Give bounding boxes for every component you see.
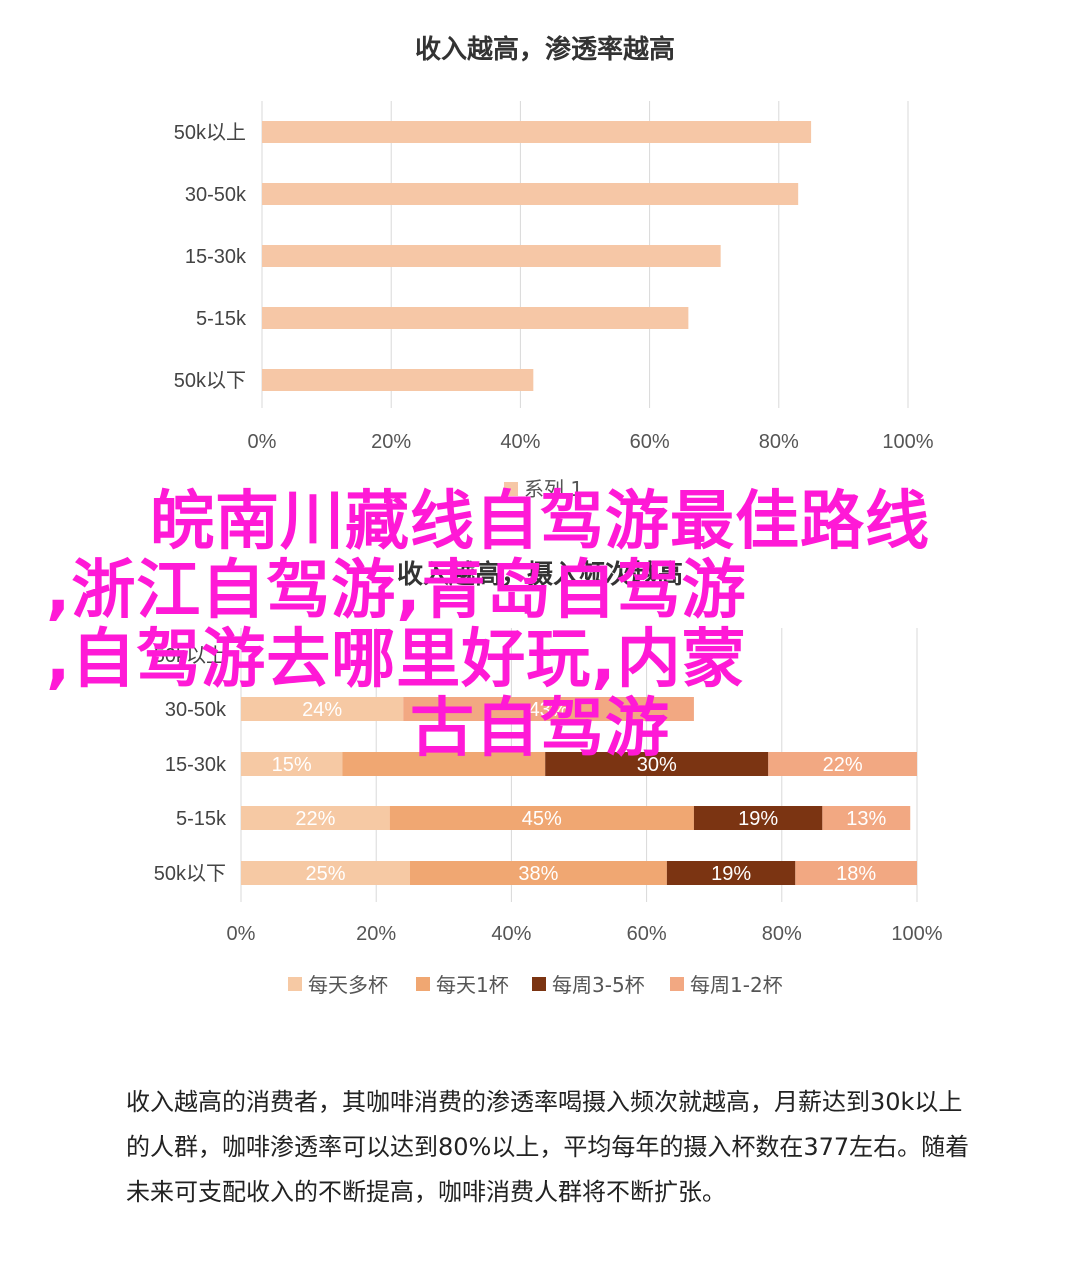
data-label: 30%	[637, 754, 677, 776]
bar-segment	[241, 806, 390, 830]
category-label: 50k以下	[154, 863, 226, 885]
legend-label: 每天1杯	[436, 973, 509, 997]
x-tick-labels: 0% 20% 40% 60% 80% 100%	[248, 431, 934, 453]
category-label: 50k以上	[174, 121, 246, 144]
bar-segment	[693, 806, 823, 830]
x-tick-label: 0%	[248, 431, 277, 453]
category-labels: 50k以上 30-50k 15-30k 5-15k 50k以下	[154, 644, 227, 885]
legend-label: 每周3-5杯	[552, 973, 645, 997]
x-tick-label: 20%	[371, 431, 411, 453]
category-label: 30-50k	[185, 184, 247, 206]
x-tick-label: 40%	[491, 923, 531, 945]
x-tick-labels: 0% 20% 40% 60% 80% 100%	[227, 923, 943, 945]
x-tick-label: 80%	[762, 923, 802, 945]
chart-title: 收入越高，渗透率越高	[415, 34, 675, 65]
legend-swatch	[504, 482, 518, 496]
bar-segment	[768, 752, 917, 776]
legend-label: 系列 1	[524, 477, 583, 501]
data-label: 43%	[529, 699, 569, 721]
legend-swatch	[670, 977, 684, 991]
data-label: 38%	[518, 863, 558, 885]
data-label: 24%	[302, 699, 342, 721]
legend-label: 每天多杯	[308, 973, 388, 997]
chart-penetration: 收入越高，渗透率越高 50k以上 30-50k 15-30k 5-15k 50k以下 0…	[174, 34, 934, 501]
bar-segment	[410, 861, 667, 885]
bar-segment	[241, 697, 404, 721]
legend: 每天多杯 每天1杯 每周3-5杯 每周1-2杯	[288, 973, 783, 997]
category-label: 15-30k	[165, 754, 227, 776]
data-label: 45%	[522, 808, 562, 830]
article-paragraph: 收入越高的消费者，其咖啡消费的渗透率喝摄入频次就越高，月薪达到30k以上的人群，…	[126, 1088, 970, 1206]
x-tick-label: 80%	[759, 431, 799, 453]
category-label: 30-50k	[165, 699, 227, 721]
bar	[262, 121, 812, 143]
data-label: 13%	[846, 808, 886, 830]
legend-swatch	[416, 977, 430, 991]
bar-segment	[403, 697, 694, 721]
data-label: 22%	[295, 808, 335, 830]
stacked-bars: 24% 43% 15% 30% 22% 22% 45% 19% 13% 25% 38% 19% 18%	[241, 697, 917, 885]
bar	[262, 245, 721, 267]
data-label: 25%	[305, 863, 345, 885]
legend-swatch	[532, 977, 546, 991]
data-label: 19%	[711, 863, 751, 885]
category-label: 50k以下	[174, 370, 246, 392]
legend-label: 每周1-2杯	[690, 973, 783, 997]
category-label: 5-15k	[196, 308, 247, 330]
data-label: 22%	[823, 754, 863, 776]
bar-segment	[241, 752, 343, 776]
bar-segment	[241, 861, 410, 885]
bar-segment	[545, 752, 769, 776]
chart-frequency: 收入越高，摄入频次越高 24% 43%15% 30% 22%22% 45% 19% 13%2…	[154, 559, 943, 997]
bar	[262, 183, 799, 205]
bar	[262, 369, 534, 391]
category-label: 15-30k	[185, 246, 247, 268]
x-tick-label: 60%	[627, 923, 667, 945]
x-tick-label: 100%	[882, 431, 933, 453]
category-labels: 50k以上 30-50k 15-30k 5-15k 50k以下	[174, 121, 247, 392]
bar	[262, 307, 689, 329]
data-label: 18%	[836, 863, 876, 885]
data-label: 19%	[738, 808, 778, 830]
category-label: 50k以上	[154, 644, 226, 667]
bar-segment	[822, 806, 911, 830]
data-label: 15%	[272, 754, 312, 776]
x-tick-label: 40%	[500, 431, 540, 453]
bar-segment	[666, 861, 796, 885]
legend-swatch	[288, 977, 302, 991]
x-tick-label: 0%	[227, 923, 256, 945]
legend: 系列 1	[504, 477, 583, 501]
category-label: 5-15k	[176, 808, 227, 830]
x-tick-label: 100%	[891, 923, 942, 945]
bars	[262, 121, 812, 391]
x-tick-label: 20%	[356, 923, 396, 945]
bar-segment	[795, 861, 917, 885]
bar-segment	[342, 752, 546, 776]
chart-title: 收入越高，摄入频次越高	[397, 559, 683, 590]
bar-segment	[389, 806, 694, 830]
x-tick-label: 60%	[630, 431, 670, 453]
